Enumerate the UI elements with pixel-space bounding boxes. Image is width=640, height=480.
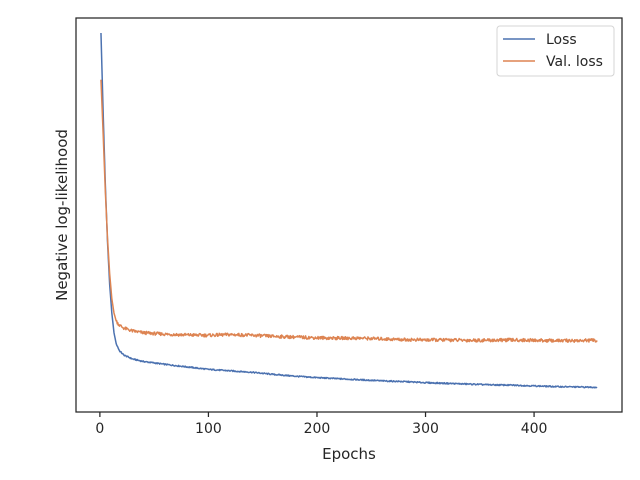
x-axis: 0 100 200 300 400 bbox=[95, 412, 547, 437]
series-layer bbox=[100, 32, 598, 389]
y-axis-title: Negative log-likelihood bbox=[53, 129, 71, 301]
x-tick-label: 300 bbox=[412, 421, 439, 437]
x-axis-title: Epochs bbox=[322, 445, 376, 463]
legend-label: Loss bbox=[546, 32, 577, 48]
x-tick-label: 0 bbox=[95, 421, 104, 437]
series-line-loss bbox=[100, 32, 598, 389]
x-tick-label: 400 bbox=[521, 421, 548, 437]
series-line-val-loss bbox=[100, 79, 598, 344]
x-tick-label: 100 bbox=[195, 421, 222, 437]
plot-frame bbox=[75, 17, 623, 413]
legend-label: Val. loss bbox=[546, 54, 603, 70]
legend: Loss Val. loss bbox=[496, 25, 615, 77]
x-tick-label: 200 bbox=[304, 421, 331, 437]
